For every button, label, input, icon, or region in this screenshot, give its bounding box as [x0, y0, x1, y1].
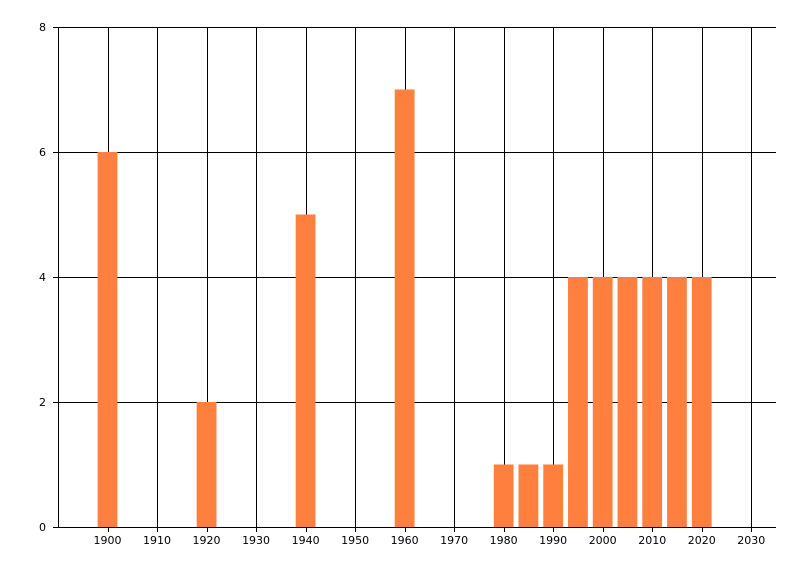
x-tick-label: 1970 [440, 534, 468, 547]
x-tick-labels: 1900 1910 1920 1930 1940 1950 1960 1970 1980 1990… [94, 534, 766, 547]
x-tick-label: 1900 [94, 534, 122, 547]
x-tick-label: 1980 [490, 534, 518, 547]
bar [97, 152, 118, 527]
bar [568, 277, 588, 527]
y-tick-label: 0 [39, 521, 46, 534]
axes [53, 27, 776, 532]
bar [617, 277, 638, 527]
y-tick-label: 6 [39, 146, 46, 159]
bar [543, 464, 564, 527]
x-tick-label: 1960 [391, 534, 419, 547]
bar [493, 464, 514, 527]
x-tick-label: 1950 [341, 534, 369, 547]
y-tick-label: 2 [39, 396, 46, 409]
bar [691, 277, 712, 527]
y-tick-labels: 0 2 4 6 8 [39, 21, 46, 534]
y-tick-label: 4 [39, 271, 46, 284]
bar [592, 277, 613, 527]
bar-series [97, 89, 712, 527]
x-tick-label: 1920 [193, 534, 221, 547]
bar [642, 277, 663, 527]
x-tick-label: 2010 [638, 534, 666, 547]
x-tick-label: 2020 [688, 534, 716, 547]
bar [667, 277, 687, 527]
x-tick-label: 1940 [292, 534, 320, 547]
x-tick-label: 1990 [539, 534, 567, 547]
bar [196, 402, 217, 527]
bar [295, 214, 316, 527]
y-tick-label: 8 [39, 21, 46, 34]
x-tick-label: 1910 [143, 534, 171, 547]
x-tick-label: 2030 [737, 534, 765, 547]
x-tick-label: 2000 [589, 534, 617, 547]
x-tick-label: 1930 [242, 534, 270, 547]
bar [518, 464, 539, 527]
bar [394, 89, 415, 527]
